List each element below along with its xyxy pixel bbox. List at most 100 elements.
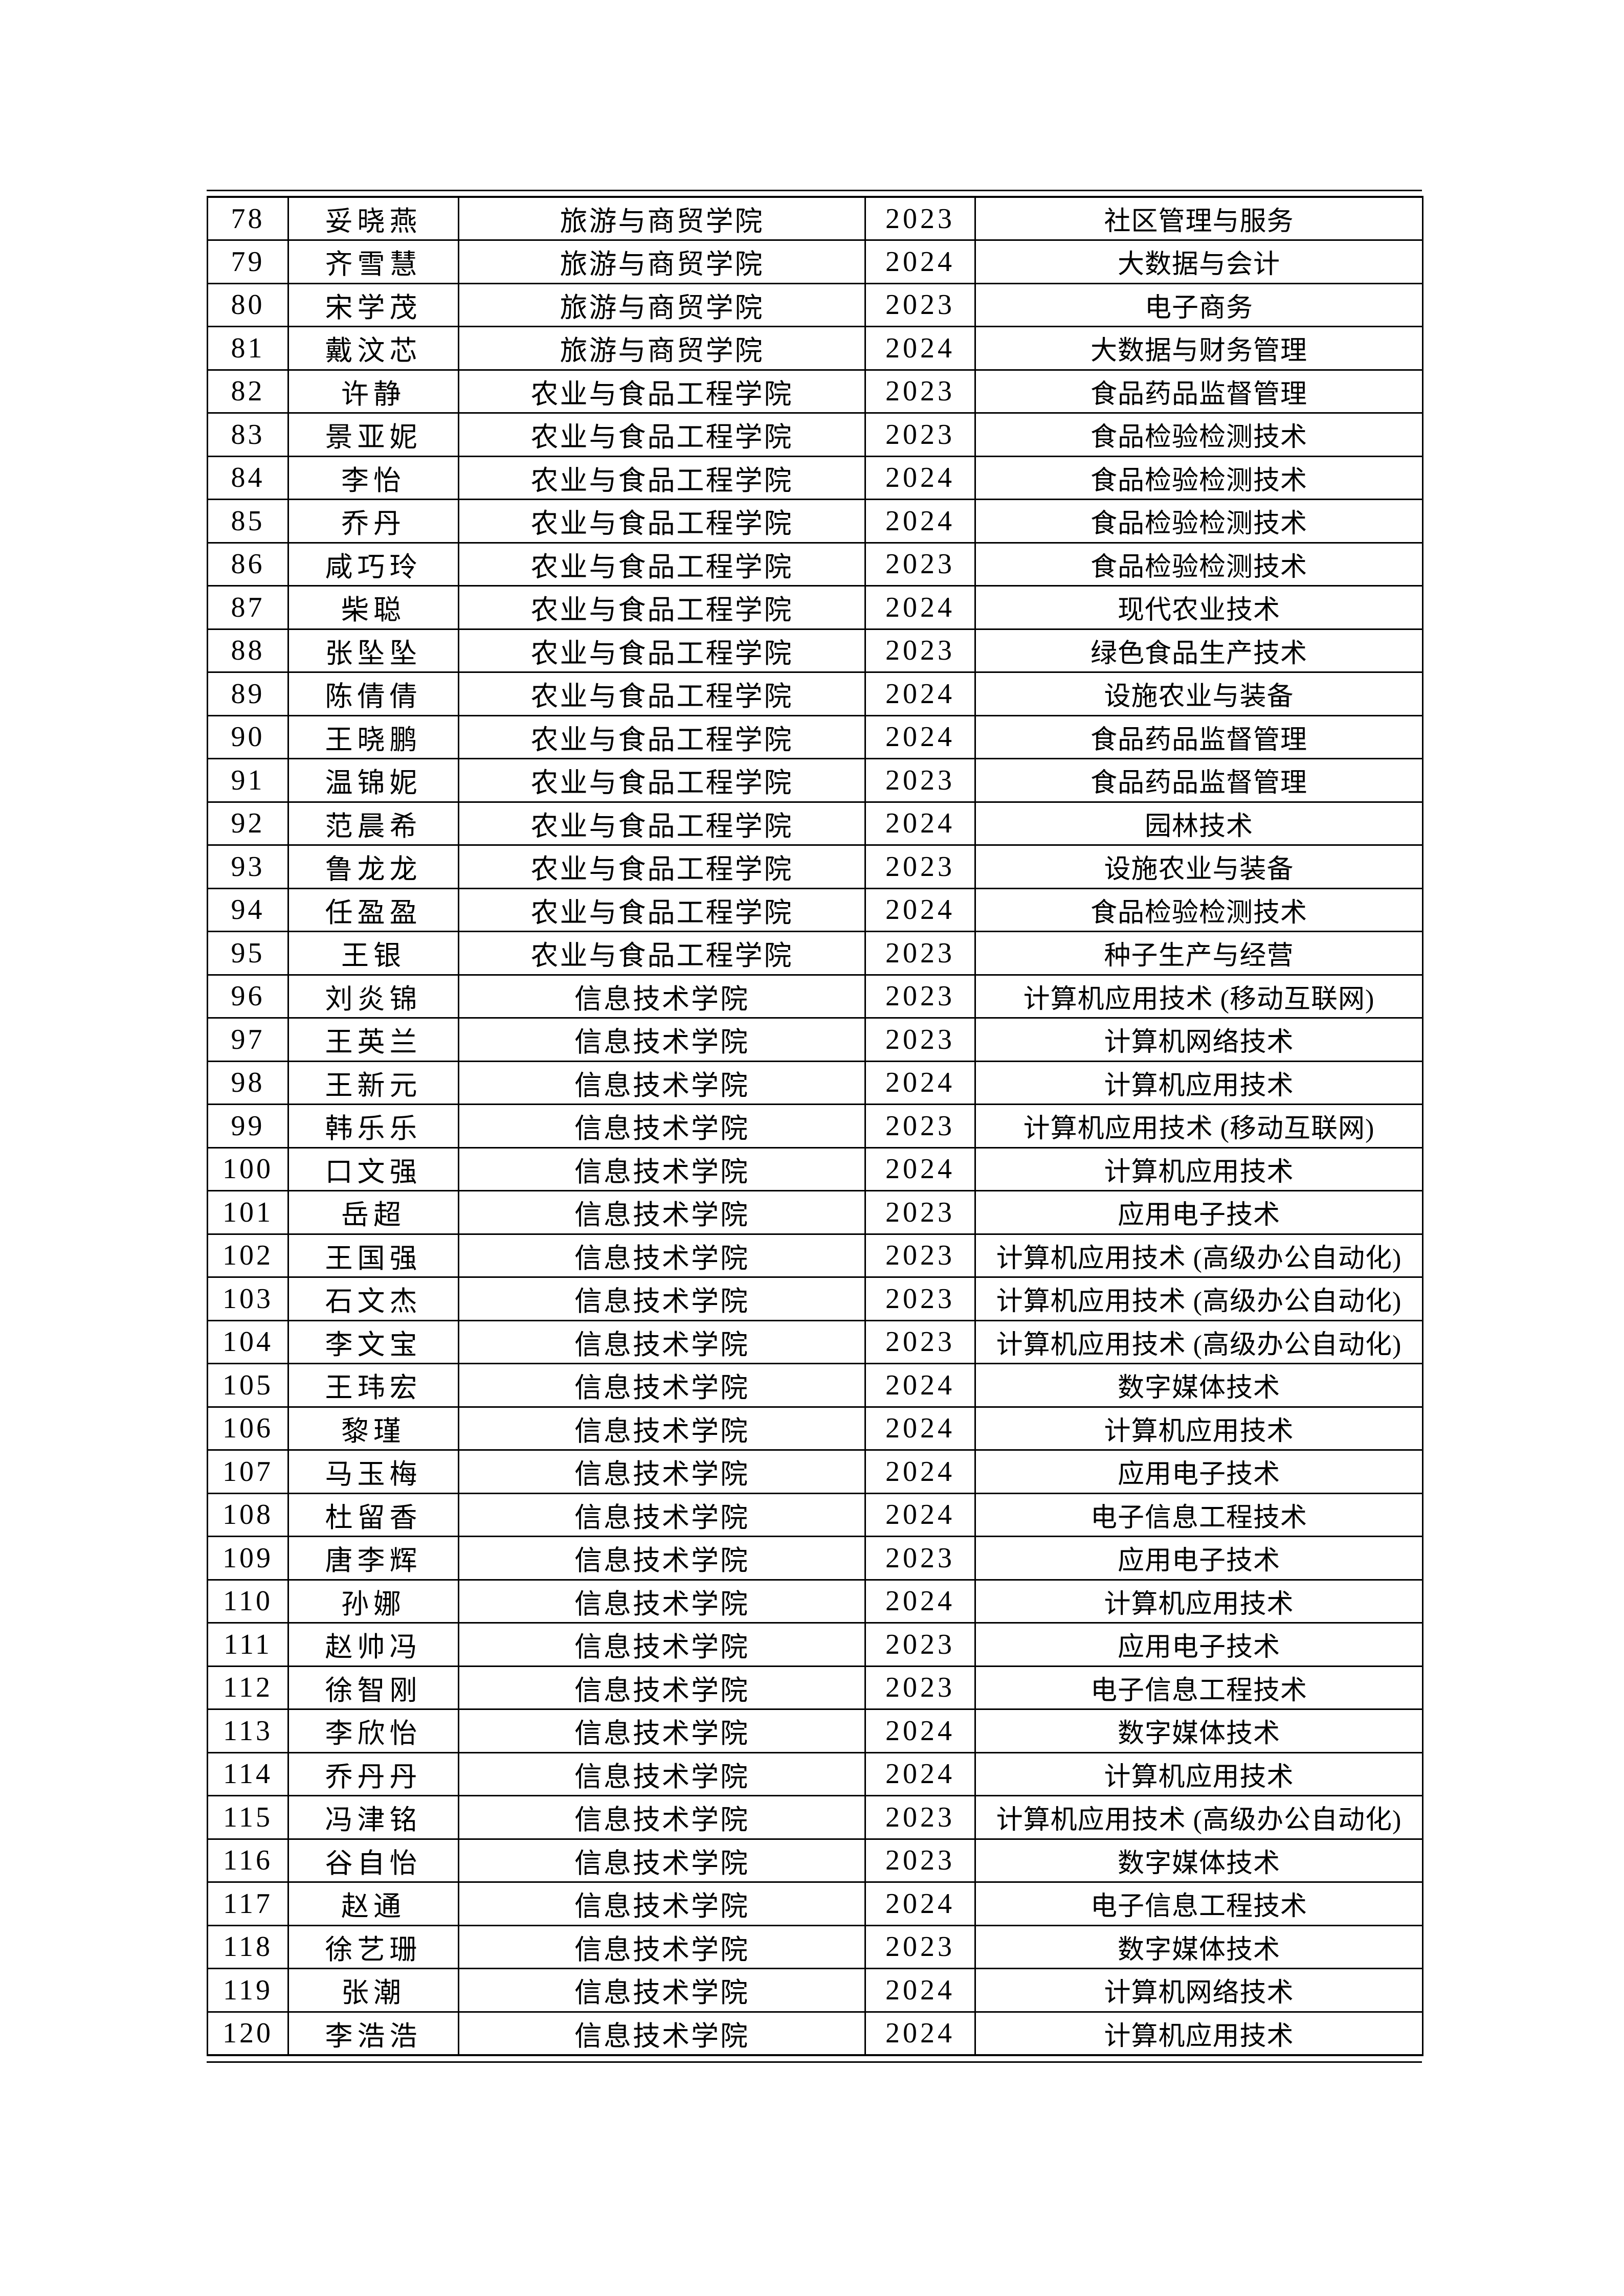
cell-name: 李欣怡 xyxy=(287,1708,459,1753)
cell-no: 104 xyxy=(207,1319,289,1364)
cell-year: 2024 xyxy=(864,887,976,932)
cell-year: 2023 xyxy=(864,412,976,457)
cell-college: 旅游与商贸学院 xyxy=(458,239,866,284)
cell-major: 食品药品监督管理 xyxy=(974,369,1423,414)
cell-year: 2024 xyxy=(864,1708,976,1753)
cell-year: 2023 xyxy=(864,1276,976,1321)
table-row: 81 戴汶芯 旅游与商贸学院 2024 大数据与财务管理 xyxy=(207,326,1423,371)
cell-major: 计算机应用技术 (高级办公自动化) xyxy=(974,1233,1423,1278)
cell-no: 110 xyxy=(207,1579,289,1624)
cell-major: 计算机应用技术 xyxy=(974,1060,1423,1105)
cell-name: 口文强 xyxy=(287,1146,459,1191)
cell-college: 信息技术学院 xyxy=(458,1881,866,1926)
cell-name: 李怡 xyxy=(287,455,459,500)
cell-year: 2024 xyxy=(864,1751,976,1796)
cell-name: 徐艺珊 xyxy=(287,1924,459,1969)
cell-no: 92 xyxy=(207,801,289,846)
cell-no: 117 xyxy=(207,1881,289,1926)
cell-college: 农业与食品工程学院 xyxy=(458,369,866,414)
cell-name: 王国强 xyxy=(287,1233,459,1278)
cell-year: 2023 xyxy=(864,1104,976,1149)
cell-major: 计算机应用技术 xyxy=(974,1146,1423,1191)
cell-college: 农业与食品工程学院 xyxy=(458,542,866,587)
table-row: 93 鲁龙龙 农业与食品工程学院 2023 设施农业与装备 xyxy=(207,844,1423,889)
cell-year: 2023 xyxy=(864,542,976,587)
cell-name: 马玉梅 xyxy=(287,1449,459,1494)
cell-year: 2024 xyxy=(864,2011,976,2056)
cell-no: 81 xyxy=(207,326,289,371)
table-row: 87 柴聪 农业与食品工程学院 2024 现代农业技术 xyxy=(207,585,1423,630)
cell-major: 计算机应用技术 xyxy=(974,1751,1423,1796)
roster-table-region: 78 妥晓燕 旅游与商贸学院 2023 社区管理与服务 79 齐雪慧 旅游与商贸学院 2024 大… xyxy=(207,190,1423,2063)
table-row: 80 宋学茂 旅游与商贸学院 2023 电子商务 xyxy=(207,282,1423,327)
cell-no: 78 xyxy=(207,196,289,241)
cell-college: 旅游与商贸学院 xyxy=(458,282,866,327)
cell-name: 石文杰 xyxy=(287,1276,459,1321)
cell-major: 食品检验检测技术 xyxy=(974,455,1423,500)
cell-major: 设施农业与装备 xyxy=(974,671,1423,716)
cell-year: 2024 xyxy=(864,239,976,284)
table-row: 112 徐智刚 信息技术学院 2023 电子信息工程技术 xyxy=(207,1665,1423,1710)
table-outer-bottom-rule xyxy=(207,2061,1422,2063)
cell-name: 许静 xyxy=(287,369,459,414)
cell-major: 应用电子技术 xyxy=(974,1449,1423,1494)
cell-college: 信息技术学院 xyxy=(458,1017,866,1062)
table-row: 97 王英兰 信息技术学院 2023 计算机网络技术 xyxy=(207,1017,1423,1062)
table-row: 83 景亚妮 农业与食品工程学院 2023 食品检验检测技术 xyxy=(207,412,1423,457)
table-row: 88 张坠坠 农业与食品工程学院 2023 绿色食品生产技术 xyxy=(207,628,1423,673)
cell-no: 79 xyxy=(207,239,289,284)
cell-college: 信息技术学院 xyxy=(458,1751,866,1796)
cell-major: 计算机应用技术 xyxy=(974,1579,1423,1624)
cell-college: 信息技术学院 xyxy=(458,1406,866,1451)
cell-major: 食品检验检测技术 xyxy=(974,542,1423,587)
cell-name: 韩乐乐 xyxy=(287,1104,459,1149)
cell-major: 数字媒体技术 xyxy=(974,1924,1423,1969)
cell-no: 93 xyxy=(207,844,289,889)
cell-year: 2023 xyxy=(864,369,976,414)
cell-major: 计算机应用技术 (高级办公自动化) xyxy=(974,1795,1423,1840)
cell-no: 98 xyxy=(207,1060,289,1105)
table-row: 106 黎瑾 信息技术学院 2024 计算机应用技术 xyxy=(207,1406,1423,1451)
cell-college: 信息技术学院 xyxy=(458,1276,866,1321)
table-row: 117 赵通 信息技术学院 2024 电子信息工程技术 xyxy=(207,1881,1423,1926)
cell-major: 应用电子技术 xyxy=(974,1622,1423,1667)
table-row: 119 张潮 信息技术学院 2024 计算机网络技术 xyxy=(207,1968,1423,2013)
cell-major: 计算机应用技术 (高级办公自动化) xyxy=(974,1319,1423,1364)
cell-name: 戴汶芯 xyxy=(287,326,459,371)
cell-year: 2024 xyxy=(864,585,976,630)
cell-no: 84 xyxy=(207,455,289,500)
cell-major: 设施农业与装备 xyxy=(974,844,1423,889)
table-row: 110 孙娜 信息技术学院 2024 计算机应用技术 xyxy=(207,1579,1423,1624)
cell-major: 大数据与会计 xyxy=(974,239,1423,284)
cell-major: 计算机应用技术 xyxy=(974,1406,1423,1451)
table-row: 90 王晓鹏 农业与食品工程学院 2024 食品药品监督管理 xyxy=(207,714,1423,759)
table-row: 85 乔丹 农业与食品工程学院 2024 食品检验检测技术 xyxy=(207,499,1423,544)
cell-major: 电子信息工程技术 xyxy=(974,1881,1423,1926)
cell-name: 李文宝 xyxy=(287,1319,459,1364)
cell-year: 2023 xyxy=(864,931,976,976)
cell-major: 数字媒体技术 xyxy=(974,1838,1423,1883)
table-row: 104 李文宝 信息技术学院 2023 计算机应用技术 (高级办公自动化) xyxy=(207,1319,1423,1364)
cell-major: 计算机应用技术 (移动互联网) xyxy=(974,974,1423,1019)
table-row: 116 谷自怡 信息技术学院 2023 数字媒体技术 xyxy=(207,1838,1423,1883)
cell-name: 唐李辉 xyxy=(287,1536,459,1581)
table-row: 99 韩乐乐 信息技术学院 2023 计算机应用技术 (移动互联网) xyxy=(207,1104,1423,1149)
cell-name: 王晓鹏 xyxy=(287,714,459,759)
cell-name: 景亚妮 xyxy=(287,412,459,457)
cell-college: 信息技术学院 xyxy=(458,1190,866,1235)
cell-no: 96 xyxy=(207,974,289,1019)
cell-college: 信息技术学院 xyxy=(458,1536,866,1581)
cell-no: 85 xyxy=(207,499,289,544)
cell-no: 108 xyxy=(207,1492,289,1537)
table-row: 92 范晨希 农业与食品工程学院 2024 园林技术 xyxy=(207,801,1423,846)
cell-name: 孙娜 xyxy=(287,1579,459,1624)
cell-college: 信息技术学院 xyxy=(458,1622,866,1667)
cell-major: 数字媒体技术 xyxy=(974,1708,1423,1753)
cell-name: 乔丹丹 xyxy=(287,1751,459,1796)
cell-year: 2024 xyxy=(864,1060,976,1105)
table-row: 96 刘炎锦 信息技术学院 2023 计算机应用技术 (移动互联网) xyxy=(207,974,1423,1019)
cell-year: 2023 xyxy=(864,196,976,241)
cell-no: 112 xyxy=(207,1665,289,1710)
cell-year: 2023 xyxy=(864,1924,976,1969)
cell-name: 王新元 xyxy=(287,1060,459,1105)
